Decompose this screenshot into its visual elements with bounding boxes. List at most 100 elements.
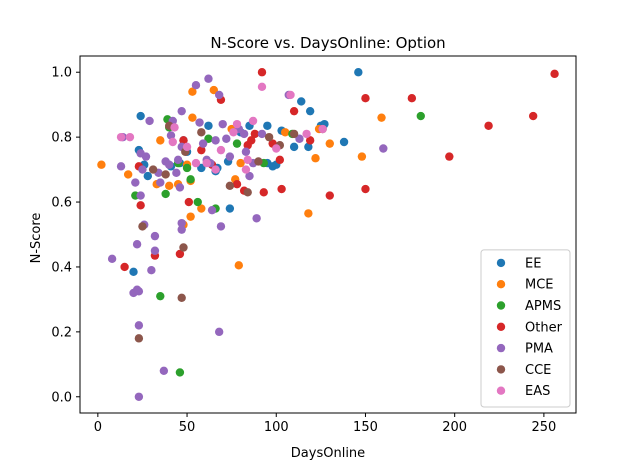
point-apms-2 — [161, 189, 170, 199]
point-other-15 — [257, 68, 267, 77]
legend-marker-mce — [496, 280, 506, 289]
point-apms-10 — [204, 134, 213, 143]
point-cce-10 — [243, 188, 252, 197]
point-pma-23 — [165, 160, 174, 169]
point-pma-12 — [138, 165, 147, 174]
legend-marker-cce — [496, 365, 506, 374]
point-mce-3 — [156, 136, 165, 145]
point-mce-10 — [188, 113, 197, 122]
point-pma-29 — [177, 218, 186, 228]
x-axis: 0 50 100 150 200 250 — [94, 413, 556, 435]
legend-label-pma: PMA — [525, 342, 553, 357]
point-other-0 — [120, 262, 129, 272]
point-eas-16 — [286, 90, 295, 100]
point-ee-0 — [129, 267, 138, 277]
point-apms-15 — [416, 111, 425, 121]
point-apms-6 — [175, 368, 185, 377]
point-ee-22 — [289, 142, 299, 152]
point-ee-23 — [297, 97, 306, 106]
point-mce-17 — [236, 158, 245, 168]
point-other-7 — [197, 145, 206, 155]
legend-label-mce: MCE — [525, 278, 554, 293]
legend-marker-other — [496, 322, 506, 331]
legend-label-other: Other — [525, 320, 563, 335]
point-mce-11 — [188, 87, 197, 96]
y-axis-label: N-Score — [29, 213, 44, 264]
point-eas-11 — [241, 165, 251, 174]
point-pma-53 — [257, 129, 267, 139]
point-eas-0 — [116, 132, 126, 142]
series-eas — [116, 82, 327, 174]
point-pma-16 — [147, 266, 156, 275]
point-other-20 — [289, 106, 299, 116]
point-cce-5 — [177, 293, 186, 302]
point-apms-7 — [182, 163, 192, 173]
point-eas-18 — [318, 124, 327, 134]
point-pma-4 — [131, 178, 140, 187]
point-pma-18 — [150, 231, 160, 241]
point-mce-23 — [357, 152, 367, 161]
point-pma-46 — [225, 152, 235, 161]
point-other-23 — [361, 93, 370, 103]
points-layer — [97, 68, 559, 401]
point-pma-5 — [132, 240, 142, 249]
point-pma-11 — [136, 191, 145, 200]
point-other-4 — [175, 249, 185, 259]
y-tick-label: 0.0 — [51, 390, 72, 405]
point-eas-10 — [232, 119, 242, 129]
point-other-2 — [136, 201, 145, 210]
legend-label-apms: APMS — [525, 299, 561, 314]
point-other-6 — [184, 197, 194, 207]
point-eas-6 — [202, 158, 211, 168]
point-ee-9 — [197, 163, 206, 173]
point-pma-28 — [175, 183, 185, 192]
point-ee-25 — [305, 106, 315, 116]
point-other-26 — [445, 152, 454, 161]
point-ee-28 — [339, 137, 349, 147]
point-mce-0 — [97, 160, 106, 169]
point-pma-15 — [145, 116, 154, 126]
y-tick-label: 0.4 — [51, 260, 72, 275]
point-mce-12 — [197, 204, 206, 213]
point-other-18 — [275, 155, 285, 165]
legend-label-eas: EAS — [525, 384, 550, 399]
point-other-19 — [277, 184, 286, 194]
point-pma-17 — [150, 246, 160, 255]
point-pma-43 — [216, 222, 226, 231]
point-mce-4 — [165, 181, 174, 191]
point-other-22 — [325, 191, 334, 200]
legend-marker-pma — [496, 343, 506, 353]
series-cce — [134, 121, 327, 343]
point-pma-7 — [134, 321, 144, 330]
point-cce-14 — [289, 129, 299, 139]
point-eas-17 — [302, 129, 311, 139]
legend-marker-eas — [496, 386, 506, 395]
x-axis-label: DaysOnline — [291, 446, 365, 461]
point-eas-9 — [229, 128, 238, 137]
legend: EE MCE APMS Other PMA CCE EAS — [480, 249, 571, 408]
point-cce-9 — [225, 181, 235, 191]
point-apms-8 — [186, 175, 195, 184]
point-eas-4 — [182, 142, 192, 152]
point-mce-20 — [311, 154, 320, 163]
point-pma-55 — [295, 134, 304, 143]
point-pma-42 — [214, 90, 224, 100]
point-eas-1 — [125, 132, 135, 142]
point-cce-11 — [254, 157, 263, 166]
legend-marker-ee — [496, 258, 506, 268]
series-mce — [97, 85, 386, 270]
x-tick-label: 250 — [531, 420, 556, 435]
point-pma-48 — [239, 129, 249, 139]
point-other-25 — [407, 93, 417, 103]
point-eas-5 — [191, 158, 201, 168]
point-pma-30 — [177, 225, 186, 234]
point-pma-9 — [134, 392, 144, 401]
point-apms-12 — [232, 139, 242, 148]
point-eas-2 — [168, 137, 177, 147]
point-other-29 — [550, 69, 559, 79]
point-eas-15 — [272, 144, 281, 153]
point-other-21 — [305, 136, 315, 145]
x-tick-label: 0 — [94, 420, 102, 435]
series-other — [120, 68, 559, 272]
